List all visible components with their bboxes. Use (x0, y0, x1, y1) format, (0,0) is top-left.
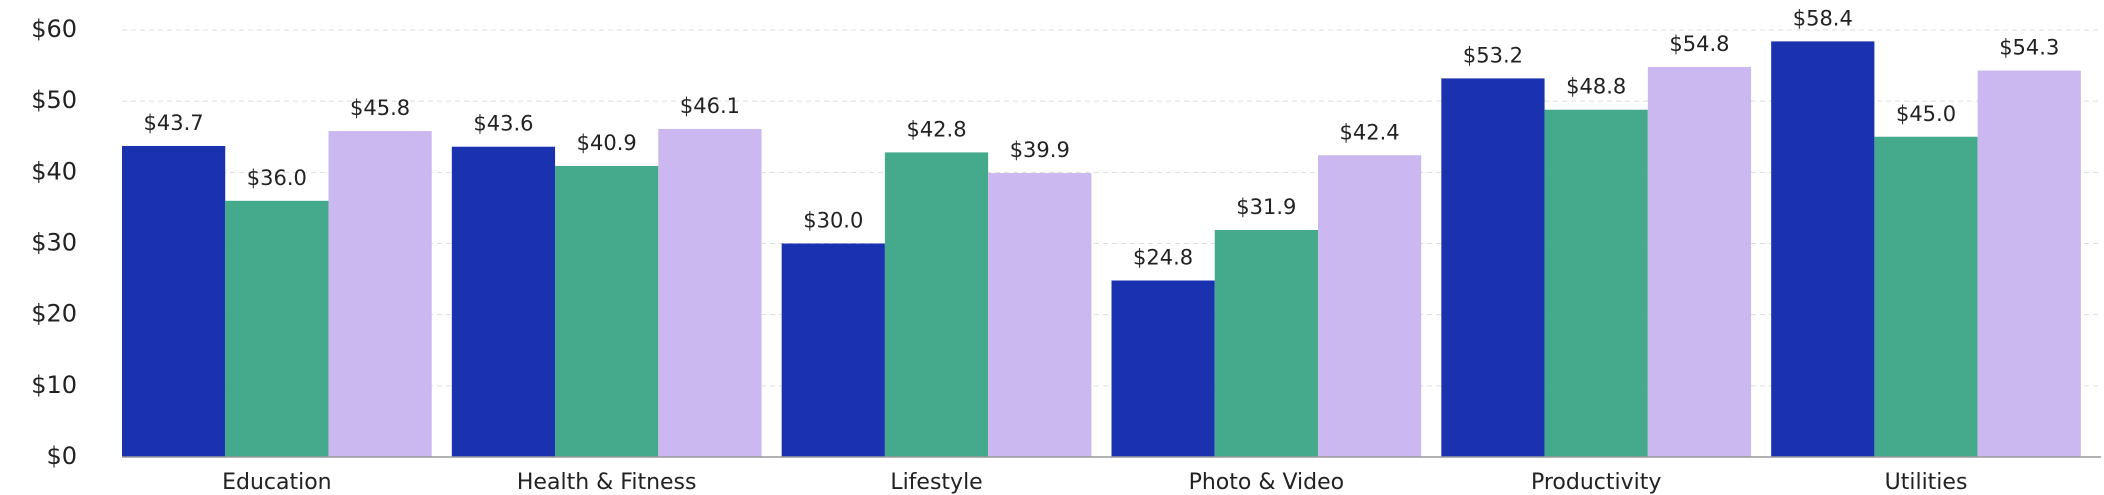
y-tick-label: $10 (31, 371, 77, 399)
x-tick-label: Productivity (1531, 470, 1661, 495)
bar (1977, 70, 2081, 457)
x-tick-label: Education (222, 470, 332, 495)
bar (1544, 109, 1648, 457)
value-label: $54.3 (1999, 36, 2059, 60)
value-label: $24.8 (1133, 246, 1193, 270)
value-label: $45.0 (1896, 102, 1956, 126)
y-tick-label: $50 (31, 86, 77, 114)
value-label: $36.0 (247, 166, 307, 190)
value-label: $42.4 (1340, 120, 1400, 144)
value-label: $54.8 (1669, 32, 1729, 56)
bar (1874, 136, 1978, 457)
value-label: $40.9 (577, 131, 637, 155)
bar (555, 165, 659, 457)
value-label: $43.7 (144, 111, 204, 135)
bar (328, 131, 432, 457)
value-label: $31.9 (1236, 195, 1296, 219)
bar (122, 146, 226, 458)
bar (1111, 280, 1215, 457)
value-label: $53.2 (1463, 43, 1523, 67)
bar (225, 200, 329, 458)
y-tick-label: $40 (31, 157, 77, 185)
bar (1647, 67, 1752, 458)
y-tick-label: $60 (31, 15, 77, 43)
value-label: $43.6 (473, 112, 533, 136)
bar (658, 128, 762, 457)
value-label: $46.1 (680, 94, 740, 118)
y-tick-label: $20 (31, 300, 77, 328)
bar (1317, 155, 1422, 457)
bar (781, 243, 885, 457)
value-label: $30.0 (803, 209, 863, 233)
value-label: $45.8 (350, 96, 410, 120)
bar (1771, 41, 1875, 458)
bar (884, 152, 989, 457)
x-tick-label: Photo & Video (1189, 470, 1345, 495)
bar (451, 146, 556, 458)
value-label: $48.8 (1566, 75, 1626, 99)
x-tick-label: Utilities (1885, 470, 1968, 495)
value-label: $39.9 (1010, 138, 1070, 162)
y-tick-label: $30 (31, 229, 77, 257)
value-label: $42.8 (906, 117, 966, 141)
x-tick-label: Health & Fitness (517, 470, 697, 495)
y-tick-label: $0 (46, 442, 77, 470)
bar (1441, 78, 1545, 457)
value-label: $58.4 (1793, 6, 1853, 30)
bar (1214, 229, 1318, 457)
x-tick-label: Lifestyle (890, 470, 982, 495)
bar (988, 173, 1092, 458)
